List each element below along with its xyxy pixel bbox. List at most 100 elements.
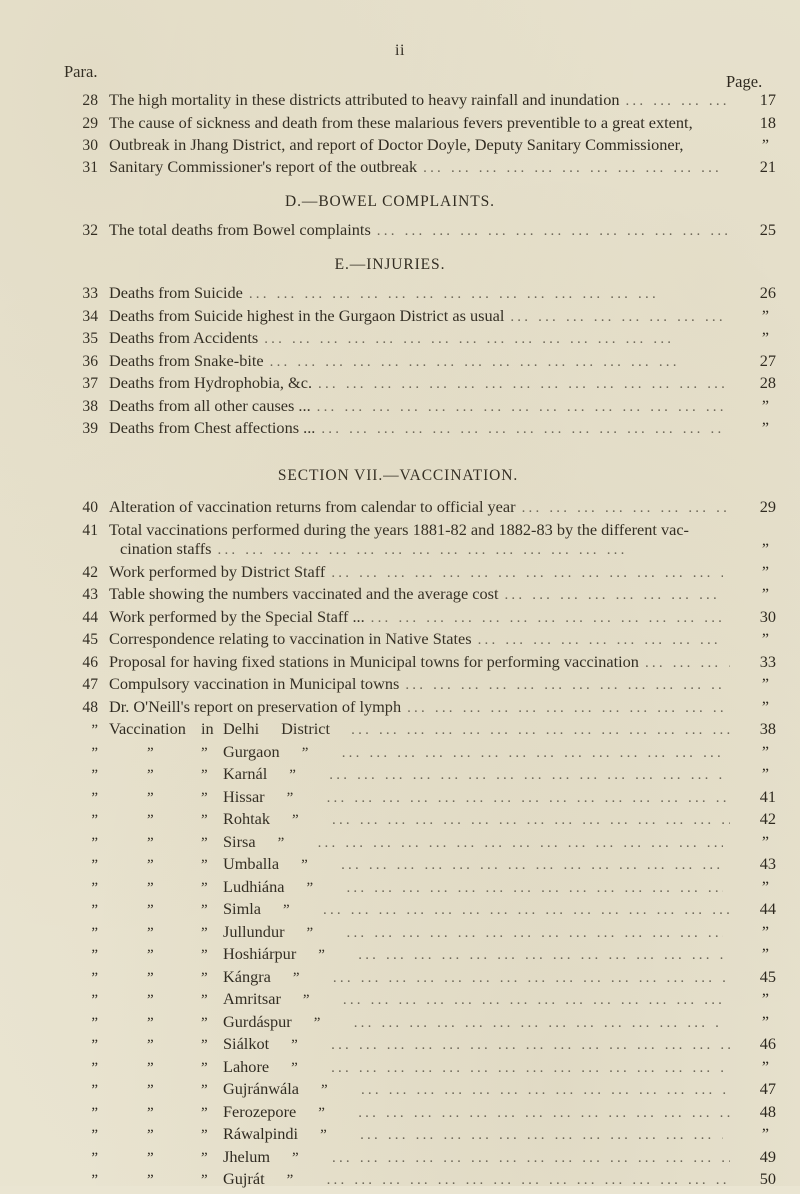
toc-entry-title: The high mortality in these districts at… (109, 90, 620, 109)
toc-entry-number: ” (91, 879, 98, 896)
leader-dots: ... ... ... ... ... ... ... ... ... ... … (405, 678, 723, 694)
toc-entry: 36 Deaths from Snake-bite ... ... ... ... … (64, 350, 776, 370)
leader-dots: ... ... ... ... ... ... ... ... ... ... … (625, 94, 730, 109)
leader-dots: ... ... ... ... ... ... ... ... ... ... … (331, 565, 723, 581)
toc-entry-page: 21 (759, 157, 776, 177)
toc-entry-page: 18 (759, 112, 776, 132)
leader-dots: ... ... ... ... ... ... ... ... ... ... … (321, 422, 723, 438)
toc-entry-page: ” (761, 631, 769, 649)
toc-entry-number: 33 (82, 285, 98, 303)
ditto-mark-in: ” (201, 1014, 208, 1031)
leader-dots: ... ... ... ... ... ... ... ... ... ... … (341, 858, 730, 874)
leader-dots: ... ... ... ... ... ... ... ... ... ... … (326, 790, 730, 806)
district-name: Gujrát (223, 1169, 265, 1189)
toc-entry-page: 28 (759, 373, 776, 393)
district-word-district: District (281, 719, 331, 739)
toc-entry-title: Deaths from Hydrophobia, &c. (109, 373, 313, 393)
ditto-mark-in: ” (201, 1104, 208, 1121)
toc-entry: 46 Proposal for having fixed stations in … (64, 653, 776, 671)
ditto-mark-district: ” (318, 947, 325, 964)
district-name: Gurgaon (223, 741, 280, 761)
ditto-mark-district: ” (277, 834, 285, 851)
toc-entry-number: 37 (82, 375, 98, 393)
ditto-mark-vaccination: ” (147, 789, 154, 806)
section-heading: E.—INJURIES. (334, 256, 446, 274)
toc-entry-number: ” (91, 902, 98, 919)
toc-entry-page: 50 (759, 1169, 776, 1189)
column-header-para: Para. (64, 62, 98, 81)
leader-dots: ... ... ... ... ... ... ... ... ... ... … (331, 1038, 730, 1054)
district-name: Ráwalpindi (223, 1124, 299, 1144)
ditto-mark-in: ” (201, 857, 208, 874)
leader-dots: ... ... ... ... ... ... ... ... ... ... … (360, 1128, 723, 1144)
toc-entry-title: Compulsory vaccination in Municipal town… (109, 674, 400, 694)
leader-dots: ... ... ... ... ... ... ... ... ... ... … (317, 835, 723, 851)
toc-entry-page: 46 (759, 1034, 776, 1054)
ditto-mark-vaccination: ” (147, 1082, 154, 1099)
toc-entry-district: ” ” ” Ferozepore ” ... ... ... ... ... ... ..… (64, 1103, 776, 1121)
ditto-mark-vaccination: ” (147, 992, 154, 1009)
toc-entry-district: ” ” ” Amritsar ” ... ... ... ... ... ... ... … (64, 990, 776, 1009)
toc-entry-number: 28 (82, 92, 98, 109)
leader-dots: ... ... ... ... ... ... ... ... ... ... … (326, 1173, 730, 1189)
toc-entry: 32 The total deaths from Bowel complaints… (64, 221, 776, 239)
toc-entry-number: ” (91, 744, 98, 761)
toc-entry-number: 42 (82, 563, 98, 581)
ditto-mark-vaccination: ” (147, 812, 154, 829)
leader-dots: ... ... ... ... ... ... ... ... ... ... … (504, 588, 723, 604)
leader-dots: ... ... ... ... ... ... ... ... ... ... … (331, 1060, 723, 1076)
toc-entry-title: Table showing the numbers vaccinated and… (109, 584, 499, 604)
leader-dots: ... ... ... ... ... ... ... ... ... ... … (332, 1150, 730, 1166)
toc-entry-title: Alteration of vaccination returns from c… (109, 497, 516, 517)
toc-entry-title: Sanitary Commissioner's report of the ou… (109, 157, 418, 177)
toc-entry-page: 29 (759, 497, 776, 517)
leader-dots: ... ... ... ... ... ... ... ... ... ... … (407, 700, 723, 716)
section-heading-vaccination: SECTION VII.—VACCINATION. (277, 467, 519, 485)
toc-entry: 30 Outbreak in Jhang District, and report… (64, 134, 776, 154)
toc-entry-page: ” (761, 991, 769, 1009)
toc-entry-page: ” (761, 420, 769, 438)
toc-entry-number: 30 (82, 136, 98, 154)
toc-entry-number: ” (91, 789, 98, 806)
ditto-mark-district: ” (306, 879, 314, 896)
ditto-mark-in: ” (201, 1127, 208, 1144)
toc-entry-page: 41 (759, 786, 776, 806)
toc-entry-number: 31 (82, 159, 98, 177)
toc-entry-page: ” (761, 923, 769, 941)
toc-entry: 41 Total vaccinations performed during th… (64, 521, 776, 559)
toc-entry-district: ” ” ” Hoshiárpur ” ... ... ... ... ... ... ..… (64, 945, 776, 964)
ditto-mark-district: ” (301, 744, 309, 761)
toc-entry-number: ” (91, 1127, 98, 1144)
toc-entry-number: 45 (82, 631, 98, 649)
ditto-mark-in: ” (201, 744, 208, 761)
leader-dots: ... ... ... ... ... ... ... ... ... ... … (217, 543, 628, 559)
ditto-mark-vaccination: ” (147, 1149, 154, 1166)
ditto-mark-in: ” (201, 834, 208, 851)
ditto-mark-district: ” (313, 1014, 321, 1031)
toc-entry-page: ” (761, 541, 769, 559)
toc-entry: 31 Sanitary Commissioner's report of the … (64, 157, 776, 177)
toc-entry-number: 47 (82, 676, 98, 694)
toc-entry-title: Outbreak in Jhang District, and report o… (109, 134, 684, 154)
district-name: Siálkot (223, 1034, 270, 1054)
toc-entry: 40 Alteration of vaccination returns from… (64, 497, 776, 517)
leader-dots: ... ... ... ... ... ... ... ... ... ... … (360, 1083, 730, 1099)
district-name: Karnál (223, 764, 268, 784)
district-name: Sirsa (223, 831, 256, 851)
leader-dots: ... ... ... ... ... ... ... ... ... ... … (332, 813, 730, 829)
district-name: Rohtak (223, 809, 271, 829)
toc-entry-district: ” ” ” Ráwalpindi ” ... ... ... ... ... ... ..… (64, 1124, 776, 1144)
toc-entry: 44 Work performed by the Special Staff ..… (64, 608, 776, 626)
ditto-mark-in: ” (201, 1082, 208, 1099)
leader-dots: ... ... ... ... ... ... ... ... ... ... … (329, 768, 723, 784)
ditto-mark-district: ” (286, 1172, 294, 1189)
district-name: Delhi (223, 719, 260, 739)
toc-entry-page: ” (761, 698, 769, 716)
leader-dots: ... ... ... ... ... ... ... ... ... ... … (316, 399, 723, 415)
toc-entry-title: Deaths from Chest affections ... (109, 418, 316, 438)
toc-entry-page: 38 (759, 719, 776, 739)
toc-entry-page: ” (761, 878, 769, 896)
toc-entry-page: 27 (759, 350, 776, 370)
district-name: Lahore (223, 1056, 270, 1076)
